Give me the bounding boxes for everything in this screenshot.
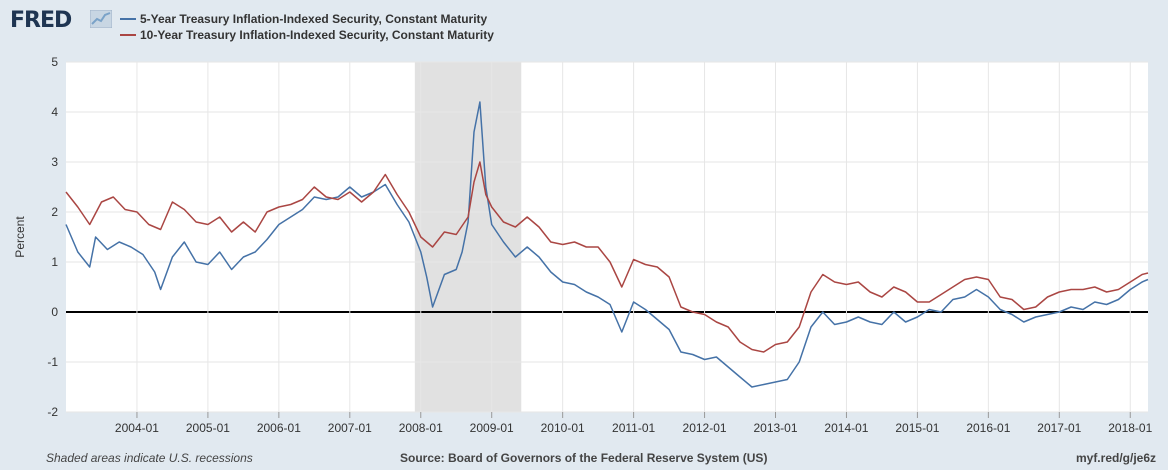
short-url[interactable]: myf.red/g/je6z xyxy=(1075,451,1156,465)
x-tick-label: 2013-01 xyxy=(753,421,797,435)
y-tick-label: 0 xyxy=(51,305,58,319)
x-tick-label: 2010-01 xyxy=(541,421,585,435)
legend-label-10yr: 10-Year Treasury Inflation-Indexed Secur… xyxy=(140,28,494,42)
x-tick-label: 2005-01 xyxy=(186,421,230,435)
x-tick-label: 2009-01 xyxy=(470,421,514,435)
y-axis-label: Percent xyxy=(13,216,27,258)
recession-band xyxy=(414,62,522,412)
recession-note: Shaded areas indicate U.S. recessions xyxy=(46,451,253,465)
x-tick-label: 2014-01 xyxy=(824,421,868,435)
plot-area xyxy=(66,62,1148,412)
legend-swatch-10yr xyxy=(120,34,136,36)
x-tick-label: 2007-01 xyxy=(328,421,372,435)
legend-label-5yr: 5-Year Treasury Inflation-Indexed Securi… xyxy=(140,12,488,26)
legend-item-5yr[interactable]: 5-Year Treasury Inflation-Indexed Securi… xyxy=(120,11,494,27)
y-tick-label: 2 xyxy=(51,205,58,219)
chart-trend-icon xyxy=(90,10,112,28)
line-chart[interactable]: 5 4 3 2 1 0 -1 -2 2004-01 2005-01 2006-01 2007-01 20… xyxy=(0,50,1168,450)
x-tick-label: 2008-01 xyxy=(399,421,443,435)
x-tick-label: 2004-01 xyxy=(115,421,159,435)
y-tick-label: 4 xyxy=(51,105,58,119)
series-line-10yr xyxy=(65,161,1149,353)
y-tick-label: 3 xyxy=(51,155,58,169)
x-tick-label: 2011-01 xyxy=(612,421,655,435)
chart-header: FRED 5-Year Treasury Inflation-Indexed S… xyxy=(0,0,1168,50)
x-tick-label: 2017-01 xyxy=(1037,421,1081,435)
legend-item-10yr[interactable]: 10-Year Treasury Inflation-Indexed Secur… xyxy=(120,27,494,43)
x-tick-label: 2016-01 xyxy=(966,421,1010,435)
x-tick-label: 2018-01 xyxy=(1108,421,1152,435)
y-tick-label: 5 xyxy=(51,55,58,69)
legend: 5-Year Treasury Inflation-Indexed Securi… xyxy=(120,11,494,43)
series-line-5yr xyxy=(65,101,1149,388)
y-tick-label: 1 xyxy=(51,255,58,269)
y-tick-label: -1 xyxy=(47,355,58,369)
legend-swatch-5yr xyxy=(120,18,136,20)
x-tick-label: 2006-01 xyxy=(257,421,301,435)
y-tick-label: -2 xyxy=(47,405,58,419)
fred-logo[interactable]: FRED xyxy=(10,8,72,33)
x-tick-label: 2012-01 xyxy=(683,421,727,435)
source-note: Source: Board of Governors of the Federa… xyxy=(400,451,768,465)
x-tick-label: 2015-01 xyxy=(895,421,939,435)
